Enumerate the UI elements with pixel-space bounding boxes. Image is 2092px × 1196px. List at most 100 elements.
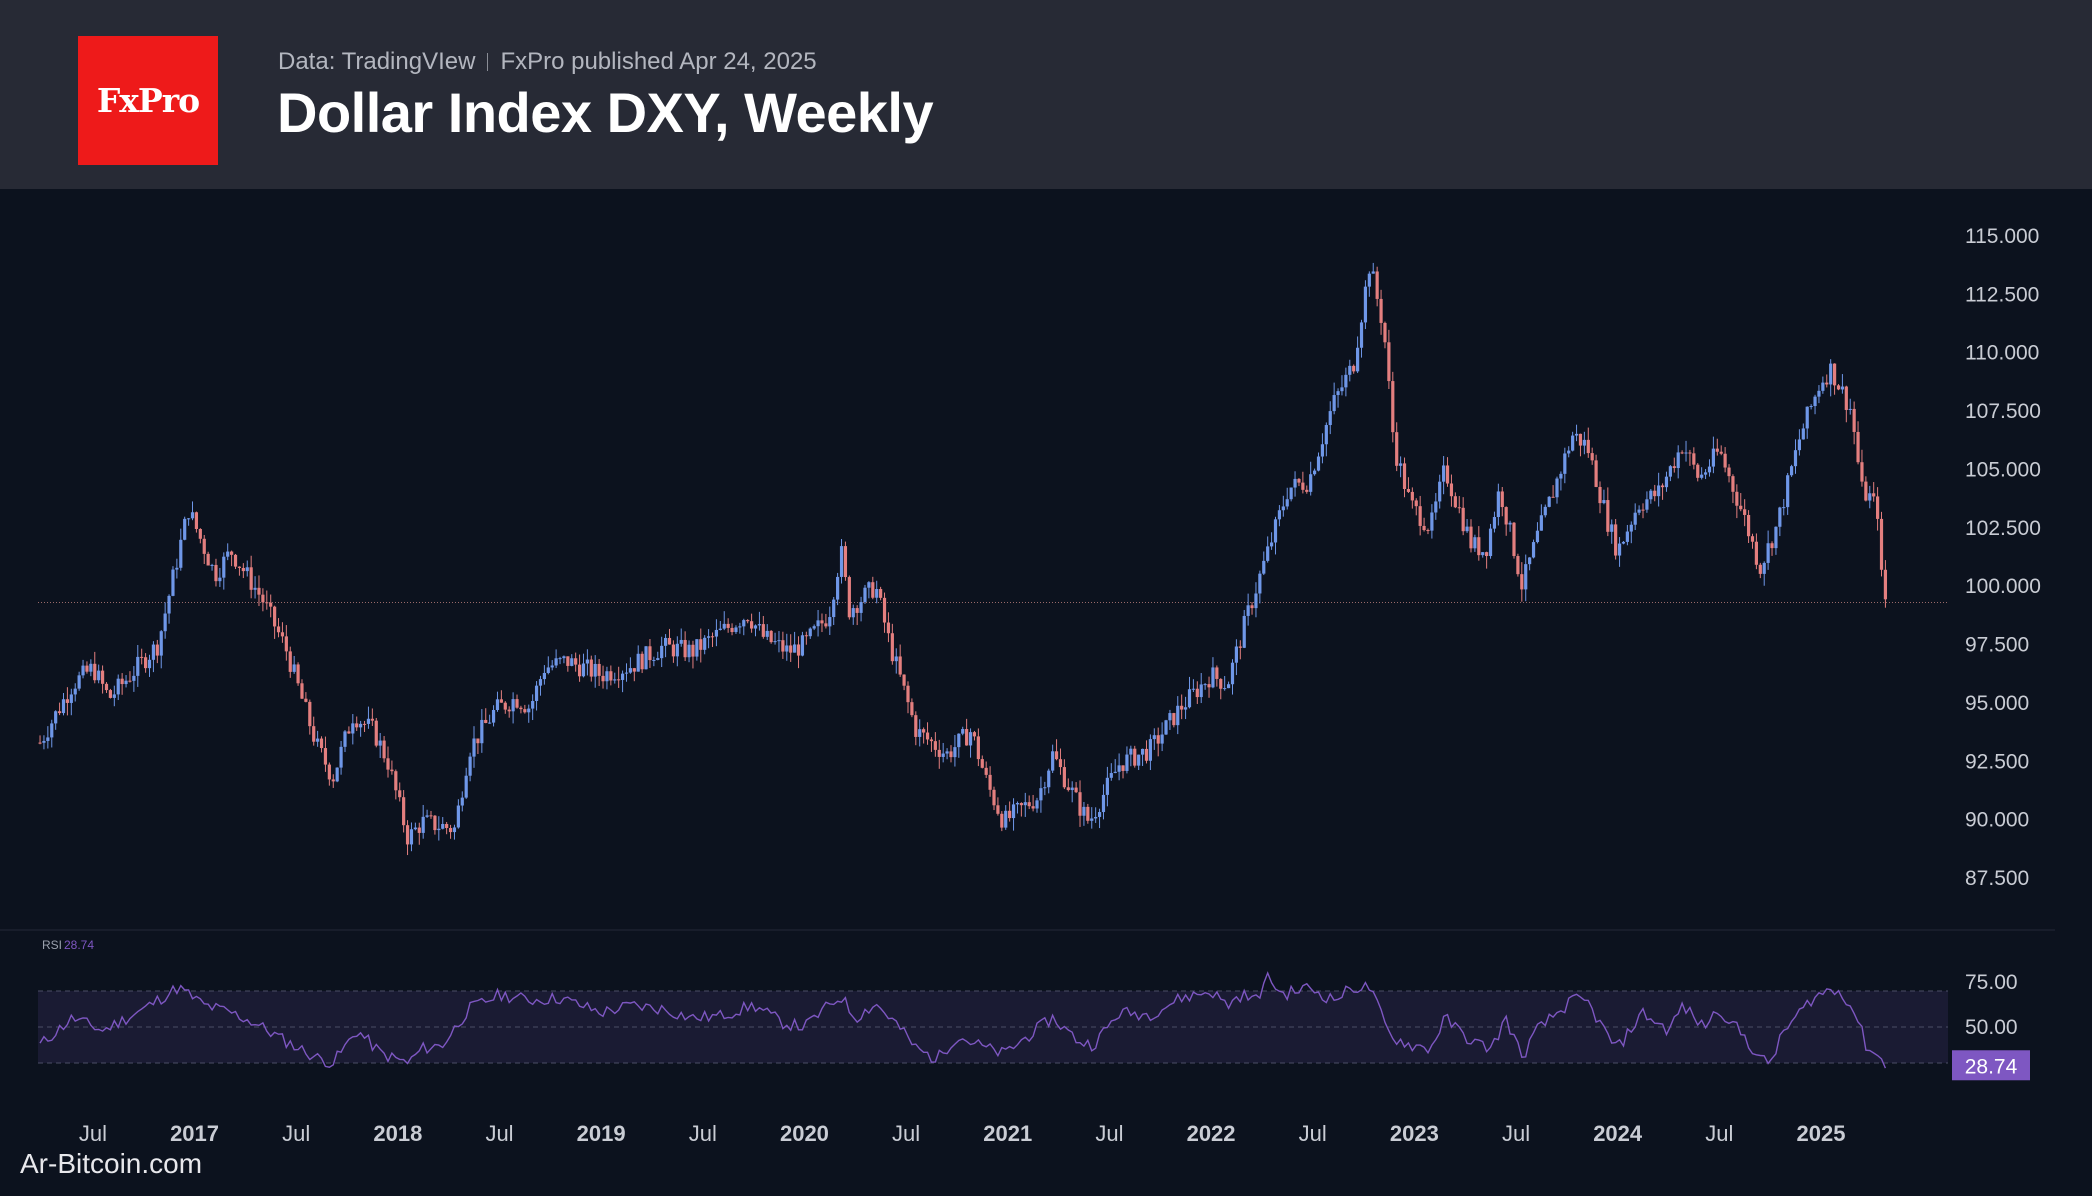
candle: [237, 566, 242, 576]
candle-body: [1246, 605, 1250, 616]
candle-body: [667, 637, 672, 645]
candle-body: [304, 698, 308, 702]
candle: [750, 613, 754, 633]
candle: [789, 634, 793, 662]
candle: [276, 618, 281, 638]
candle-body: [855, 608, 859, 613]
candle: [1207, 676, 1211, 698]
candle: [593, 655, 597, 688]
candle-body: [706, 636, 711, 638]
candle: [73, 683, 77, 702]
candle-body: [961, 729, 965, 734]
candle-body: [495, 699, 500, 710]
candle-body: [1058, 759, 1063, 768]
candle: [1242, 610, 1246, 649]
candle-body: [1285, 499, 1289, 507]
candle-body: [327, 764, 331, 780]
x-tick-label: Jul: [1502, 1121, 1530, 1146]
candle: [1528, 557, 1532, 571]
candle: [1191, 679, 1195, 693]
candle-body: [1703, 472, 1708, 475]
candle: [671, 640, 676, 663]
candle-body: [1410, 491, 1414, 501]
candle-body: [61, 699, 66, 714]
candle-body: [1872, 493, 1876, 497]
candle: [85, 661, 89, 674]
candle: [1332, 382, 1336, 415]
candle: [97, 664, 101, 684]
candle: [742, 618, 746, 636]
candle: [761, 615, 765, 639]
candle: [1320, 433, 1325, 464]
candle-body: [1789, 466, 1794, 476]
candle-body: [1434, 501, 1438, 513]
candle: [914, 711, 918, 746]
candle-body: [112, 694, 116, 698]
candle: [273, 605, 277, 639]
x-tick-label: Jul: [485, 1121, 513, 1146]
candle-body: [636, 653, 640, 672]
candle: [1187, 676, 1192, 709]
candle: [722, 611, 726, 631]
candle: [1387, 329, 1391, 390]
candle: [851, 604, 855, 625]
candle-body: [222, 556, 226, 578]
candle: [1508, 520, 1512, 532]
price-tick-label: 95.000: [1965, 692, 2029, 715]
chart-area[interactable]: 87.500 90.000 92.500 95.000 97.500 100.000 102…: [0, 189, 2092, 1196]
candle-body: [50, 723, 54, 738]
candle-body: [253, 587, 257, 590]
candle: [488, 714, 492, 724]
candle-body: [1868, 493, 1872, 501]
candle: [1832, 363, 1837, 395]
candle-body: [847, 577, 851, 618]
x-tick-label: 2017: [170, 1121, 219, 1146]
candle: [1750, 533, 1755, 549]
candle-body: [1586, 439, 1590, 454]
candle-body: [206, 553, 210, 566]
candle-body: [1305, 489, 1309, 492]
candle-body: [97, 670, 101, 681]
candle: [441, 817, 445, 830]
candle: [929, 737, 934, 752]
candle: [1438, 474, 1442, 509]
candle: [1047, 768, 1051, 794]
candle: [945, 748, 949, 760]
candle-body: [183, 518, 187, 540]
candle: [210, 563, 214, 571]
price-tick-label: 107.500: [1965, 400, 2041, 423]
candle-body: [738, 626, 742, 628]
candle: [1778, 506, 1782, 537]
candle-body: [1332, 395, 1336, 412]
candle: [230, 550, 234, 567]
candle-body: [1715, 448, 1719, 452]
candle-body: [1316, 456, 1321, 471]
candle: [609, 665, 613, 686]
candle: [1254, 582, 1258, 618]
candle-body: [54, 711, 58, 724]
candle-body: [1195, 688, 1199, 698]
candle-body: [1086, 806, 1090, 821]
candle-body: [1860, 462, 1864, 482]
rsi-line: [39, 971, 1887, 1069]
candle-body: [531, 701, 535, 709]
candle-body: [620, 673, 625, 680]
candle: [1840, 374, 1845, 394]
candle-body: [335, 767, 339, 782]
candle: [1672, 457, 1676, 473]
candle: [1809, 404, 1813, 410]
candle-body: [1461, 507, 1465, 532]
candle-body: [761, 624, 765, 637]
candle-body: [257, 587, 261, 595]
candle: [691, 640, 695, 669]
candle: [527, 704, 531, 723]
candle: [179, 528, 183, 571]
candle-body: [202, 538, 206, 554]
candle: [824, 613, 828, 629]
candle: [1711, 436, 1715, 474]
candle-body: [1735, 491, 1739, 506]
candle-body: [972, 732, 977, 737]
candle: [710, 632, 715, 647]
rsi-tick-label: 50.00: [1965, 1016, 2018, 1039]
candle: [699, 628, 703, 663]
